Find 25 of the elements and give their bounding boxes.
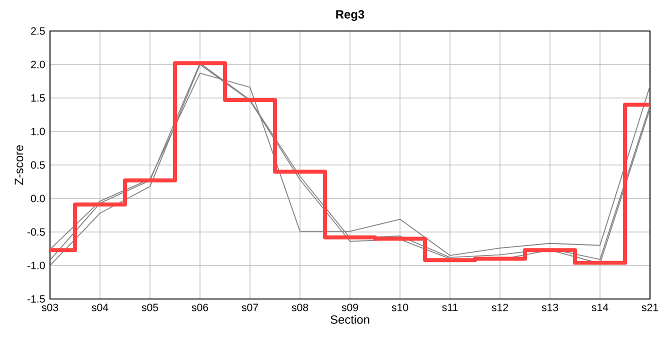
y-tick-label: 0.5 xyxy=(30,161,45,169)
y-tick-label: 1.5 xyxy=(31,94,45,102)
y-tick-label: -1.0 xyxy=(27,262,45,270)
x-tick-label: s03 xyxy=(42,304,58,312)
x-tick-label: s12 xyxy=(492,304,508,312)
x-tick-label: s05 xyxy=(142,304,158,312)
x-tick-label: s14 xyxy=(592,304,608,312)
x-tick-label: s13 xyxy=(542,304,558,312)
x-tick-label: s07 xyxy=(242,304,258,312)
x-axis-title: Section xyxy=(330,315,370,324)
y-tick-label: 2.5 xyxy=(31,27,45,35)
y-axis-title: Z-score xyxy=(14,145,24,185)
y-tick-label: -1.5 xyxy=(27,295,45,303)
y-tick-label: -0.5 xyxy=(27,228,45,236)
x-tick-label: s10 xyxy=(392,304,408,312)
chart-title: Reg3 xyxy=(336,10,364,21)
x-tick-label: s11 xyxy=(442,304,458,312)
x-tick-label: s21 xyxy=(642,304,658,312)
y-tick-label: 0.0 xyxy=(30,194,45,202)
x-tick-label: s08 xyxy=(292,304,308,312)
x-tick-label: s09 xyxy=(342,304,358,312)
y-tick-label: 2.0 xyxy=(31,60,45,68)
x-tick-label: s06 xyxy=(192,304,208,312)
x-tick-label: s04 xyxy=(92,304,108,312)
y-tick-label: 1.0 xyxy=(31,128,45,136)
